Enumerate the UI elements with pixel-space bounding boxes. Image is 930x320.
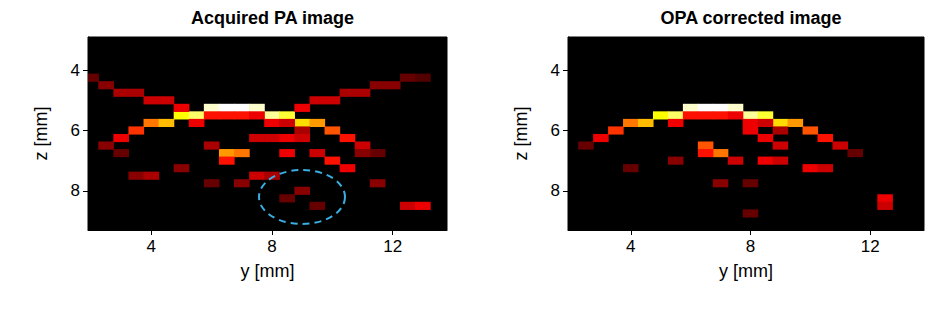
svg-text:y [mm]: y [mm] <box>241 261 295 281</box>
svg-text:6: 6 <box>551 121 560 140</box>
svg-text:z [mm]: z [mm] <box>31 107 51 161</box>
svg-text:OPA corrected image: OPA corrected image <box>660 8 841 28</box>
svg-text:4: 4 <box>71 61 80 80</box>
svg-text:12: 12 <box>383 237 402 256</box>
svg-text:4: 4 <box>147 237 156 256</box>
svg-text:8: 8 <box>746 237 755 256</box>
svg-text:8: 8 <box>71 181 80 200</box>
svg-text:12: 12 <box>861 237 880 256</box>
svg-text:4: 4 <box>626 237 635 256</box>
svg-text:Acquired PA image: Acquired PA image <box>191 8 354 28</box>
svg-text:6: 6 <box>71 121 80 140</box>
svg-text:4: 4 <box>551 61 560 80</box>
svg-text:8: 8 <box>551 181 560 200</box>
svg-text:y [mm]: y [mm] <box>719 261 773 281</box>
svg-text:z [mm]: z [mm] <box>511 107 531 161</box>
svg-text:8: 8 <box>267 237 276 256</box>
